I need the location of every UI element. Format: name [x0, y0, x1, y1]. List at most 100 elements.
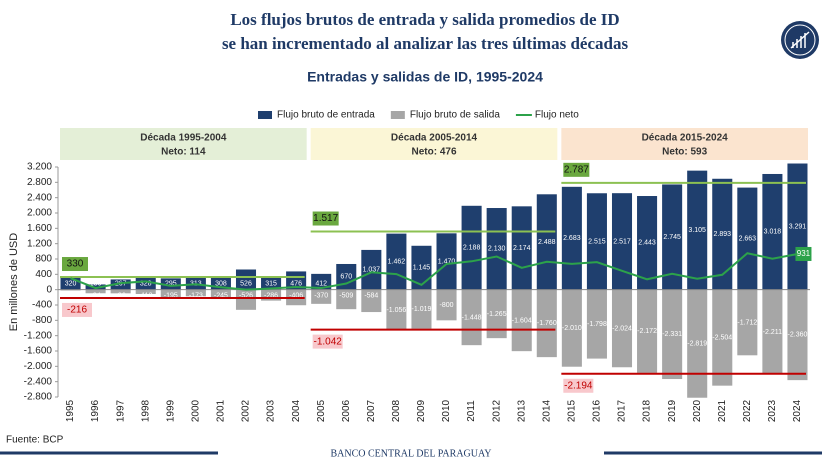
data-label: -2.211 [763, 329, 782, 336]
x-tick-label: 2001 [216, 399, 227, 422]
avg-label: 2.787 [564, 164, 589, 175]
bar [712, 178, 733, 290]
avg-label: -1.042 [313, 336, 342, 347]
decade-box [310, 128, 558, 160]
data-label: 1.462 [388, 258, 406, 265]
chart-subtitle: Entradas y salidas de ID, 1995-2024 [307, 69, 543, 85]
x-tick-label: 2018 [642, 399, 653, 422]
y-tick-label: 800 [35, 254, 52, 265]
bar [286, 271, 307, 290]
x-tick-label: 2006 [341, 399, 352, 422]
bar [411, 245, 432, 290]
data-label: 2.515 [588, 238, 606, 245]
x-tick-label: 2010 [441, 399, 452, 422]
bar [235, 289, 257, 310]
line-label-box [795, 246, 812, 261]
data-label: 2.517 [613, 238, 631, 245]
data-label: 1.470 [438, 258, 456, 265]
bar [311, 273, 332, 290]
bar [787, 289, 808, 381]
decade-net: Neto: 593 [662, 147, 707, 158]
avg-label: -2.194 [564, 380, 593, 391]
bar [712, 289, 733, 386]
data-label: -245 [214, 293, 228, 300]
data-label: -800 [440, 302, 454, 309]
x-tick-label: 2002 [241, 399, 252, 422]
bar [160, 278, 181, 290]
y-tick-label: 0 [46, 284, 52, 295]
avg-label: 1.517 [313, 213, 338, 224]
data-label: 328 [140, 281, 152, 288]
bar [486, 289, 507, 339]
data-label: -113 [139, 293, 153, 300]
y-tick-label: 2.800 [27, 177, 52, 188]
y-tick-label: 1.200 [27, 238, 52, 249]
data-label: -1.760 [537, 320, 557, 327]
y-tick-label: 2.400 [27, 192, 52, 203]
avg-box [312, 211, 339, 226]
y-tick-label: -1.600 [24, 346, 53, 357]
data-label: -2.010 [562, 325, 582, 332]
x-tick-label: 1999 [165, 399, 176, 422]
avg-box [62, 302, 92, 317]
bar [762, 173, 783, 290]
bar [135, 277, 156, 290]
bar [185, 289, 206, 297]
data-label: 2.683 [563, 235, 581, 242]
decade-box [60, 128, 307, 160]
x-tick-label: 2007 [366, 399, 377, 422]
legend-swatch [390, 111, 405, 119]
avg-label: 330 [67, 259, 84, 270]
bar [687, 170, 708, 290]
bar [536, 289, 557, 358]
bar [160, 289, 181, 298]
x-tick-label: 2009 [416, 399, 427, 422]
data-label: -94 [91, 293, 101, 300]
x-tick-label: 1996 [90, 399, 101, 422]
decade-label: Década 2005-2014 [391, 133, 478, 144]
bar [561, 289, 582, 367]
decade-label: Década 1995-2004 [140, 133, 227, 144]
bar [411, 289, 432, 329]
avg-box [563, 378, 594, 393]
data-label: 3.105 [688, 227, 706, 234]
data-label: -526 [239, 293, 253, 300]
data-label: -406 [289, 293, 303, 300]
bar [210, 277, 231, 290]
bar [261, 277, 282, 290]
data-label: -286 [264, 293, 278, 300]
avg-label: -216 [67, 305, 87, 316]
x-tick-label: 1997 [115, 399, 126, 422]
bar [235, 269, 257, 290]
data-label: -1.056 [386, 307, 406, 314]
data-label: -96 [116, 293, 126, 300]
legend-swatch [258, 111, 272, 119]
x-tick-label: 2013 [516, 399, 527, 422]
data-label: 136 [90, 281, 102, 288]
data-label: 2.174 [513, 245, 531, 252]
decade-net: Neto: 476 [411, 147, 456, 158]
data-label: -1.265 [487, 311, 507, 318]
data-label: -509 [339, 293, 353, 300]
y-tick-label: -800 [32, 315, 52, 326]
bar [436, 233, 457, 290]
y-tick-label: 400 [35, 269, 52, 280]
x-tick-label: 2020 [692, 399, 703, 422]
bar [536, 194, 557, 290]
y-tick-label: -2.000 [24, 361, 53, 372]
x-tick-label: 2024 [792, 399, 803, 422]
y-tick-label: 1.600 [27, 223, 52, 234]
bar [662, 184, 683, 290]
data-label: -21 [65, 293, 75, 300]
bar [336, 289, 357, 310]
data-label: 2.188 [463, 245, 481, 252]
bar [637, 196, 658, 290]
footer: BANCO CENTRAL DEL PARAGUAY [330, 448, 491, 459]
bar [586, 193, 607, 290]
x-tick-label: 2004 [291, 399, 302, 422]
bar [461, 289, 482, 346]
x-tick-label: 2015 [567, 399, 578, 422]
x-tick-label: 2021 [717, 399, 728, 422]
decade-label: Década 2015-2024 [642, 133, 729, 144]
y-tick-label: -1.200 [24, 330, 53, 341]
